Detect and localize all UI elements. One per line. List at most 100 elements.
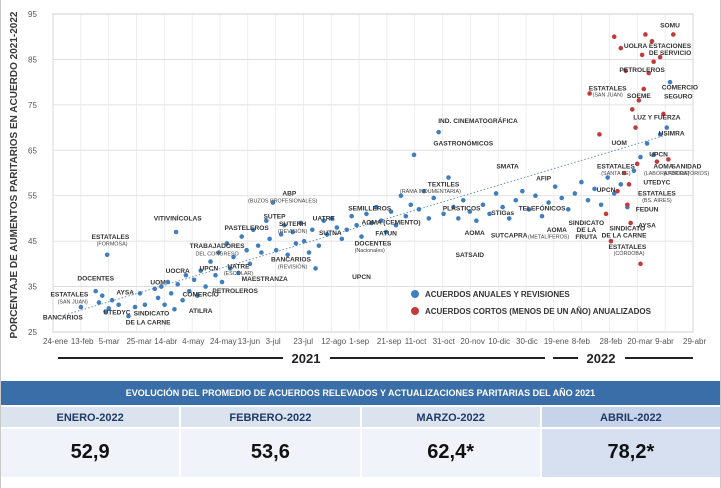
- value-enero: 52,9: [1, 427, 182, 477]
- year-label-2022: 2022: [587, 351, 616, 366]
- point-short: [615, 188, 620, 194]
- annotation-label: AYSA: [116, 290, 134, 297]
- annotation-label: BANCARIOS: [43, 314, 84, 321]
- annotation-label: SEGURO: [664, 93, 693, 100]
- summary-values-row: 52,9 53,6 62,4* 78,2*: [1, 427, 720, 477]
- point-annual: [344, 227, 350, 233]
- point-annual: [298, 220, 304, 226]
- annotation-label: (BS. AIRES): [642, 198, 672, 204]
- annotation-label: SANIDAD: [671, 163, 701, 170]
- y-tick-label: 55: [28, 192, 37, 201]
- annotation-label: UATRE: [227, 263, 250, 270]
- point-annual: [644, 141, 650, 146]
- annotation-label: ESTATALES: [51, 292, 89, 299]
- point-annual: [198, 268, 203, 273]
- y-tick-label: 75: [28, 101, 37, 110]
- point-annual: [506, 216, 512, 221]
- annotation-label: PETROLEROS: [619, 67, 665, 74]
- point-annual: [172, 306, 177, 312]
- x-tick-label: 23-jul: [293, 337, 313, 346]
- x-tick-label: 11-oct: [405, 337, 427, 346]
- annotation-label: BANCARIOS: [271, 257, 312, 264]
- x-tick-label: 20-nov: [460, 337, 484, 346]
- annotation-label: AOMA (CEMENTO): [362, 219, 421, 226]
- point-annual: [175, 282, 181, 287]
- point-annual: [264, 218, 269, 223]
- point-annual: [364, 211, 369, 217]
- point-annual: [173, 229, 179, 235]
- x-tick-label: 20-mar: [627, 337, 653, 346]
- x-tick-label: 13-jun: [238, 337, 260, 346]
- point-short: [633, 125, 638, 130]
- point-annual: [383, 229, 389, 235]
- point-annual: [474, 218, 479, 223]
- point-annual: [480, 202, 486, 208]
- annotation-label: DE LA: [576, 227, 596, 234]
- point-annual: [321, 218, 327, 223]
- annotation-label: (LABORATORIOS): [664, 171, 710, 177]
- point-annual: [96, 300, 102, 305]
- annotation-label: ATILRA: [189, 308, 213, 315]
- x-tick-label: 4-may: [182, 337, 204, 346]
- point-annual: [605, 175, 610, 180]
- plot-area: [52, 13, 694, 333]
- point-annual: [565, 207, 571, 212]
- point-annual: [411, 152, 417, 158]
- value-abril: 78,2*: [541, 427, 720, 477]
- point-annual: [236, 270, 241, 276]
- point-annual: [436, 129, 441, 135]
- value-febrero: 53,6: [181, 427, 362, 477]
- annotation-label: SEMILLEROS: [348, 205, 391, 212]
- point-annual: [657, 132, 663, 137]
- point-annual: [208, 259, 213, 264]
- y-tick-label: 65: [28, 146, 37, 155]
- point-short: [597, 132, 602, 137]
- point-annual: [638, 154, 643, 160]
- annotation-label: (LABORATORIOS): [644, 171, 690, 177]
- point-short: [666, 157, 671, 162]
- annotation-label: MAESTRANZA: [242, 276, 288, 283]
- annotation-label: (SANTA FE): [601, 171, 630, 177]
- point-short: [611, 34, 617, 40]
- legend: ACUERDOS ANUALES Y REVISIONES ACUERDOS CO…: [411, 290, 652, 316]
- point-annual: [93, 288, 98, 294]
- x-tick-label: 8-feb: [572, 337, 591, 346]
- annotation-label: SMATA: [496, 163, 519, 170]
- summary-title: EVOLUCIÓN DEL PROMEDIO DE ACUERDOS RELEV…: [1, 381, 720, 405]
- point-annual: [224, 241, 230, 246]
- annotation-label: UATRE: [313, 216, 336, 223]
- x-tick-label: 10-dic: [488, 337, 510, 346]
- point-annual: [191, 277, 197, 283]
- annotation-label: AOMA: [465, 230, 485, 237]
- point-annual: [618, 182, 624, 187]
- annotation-label: UOLRA: [624, 43, 648, 50]
- point-annual: [301, 238, 307, 244]
- point-annual: [451, 204, 456, 210]
- annotation-label: (ESCOLAR): [224, 271, 254, 277]
- annotation-label: ABP: [282, 191, 297, 198]
- annotation-label: (SAN JUAN): [58, 299, 88, 305]
- point-short: [608, 238, 614, 244]
- point-annual: [416, 207, 422, 212]
- annotation-label: DEL CONGRESO: [195, 252, 238, 258]
- annotation-label: (Nacionales): [355, 248, 385, 254]
- annotation-label: DE LA CARNE: [126, 319, 171, 326]
- point-annual: [273, 247, 279, 253]
- point-annual: [109, 297, 115, 303]
- point-annual: [270, 200, 276, 205]
- annotation-label: UTEDYC: [103, 310, 130, 317]
- annotation-label: UTEDYC: [643, 179, 670, 186]
- point-annual: [290, 229, 295, 235]
- annotation-label: (SAN JUAN): [593, 93, 623, 99]
- point-annual: [137, 291, 143, 296]
- annotation-label: ESTATALES: [589, 85, 627, 92]
- series-1: [587, 32, 676, 267]
- annotation-label: PLÁSTICOS: [443, 203, 481, 212]
- point-annual: [664, 125, 670, 130]
- x-tick-label: 1-sep: [349, 337, 370, 346]
- point-annual: [500, 204, 505, 210]
- point-short: [636, 98, 642, 103]
- month-header-enero: ENERO-2022: [1, 405, 182, 427]
- annotation-label: UOM: [150, 279, 166, 286]
